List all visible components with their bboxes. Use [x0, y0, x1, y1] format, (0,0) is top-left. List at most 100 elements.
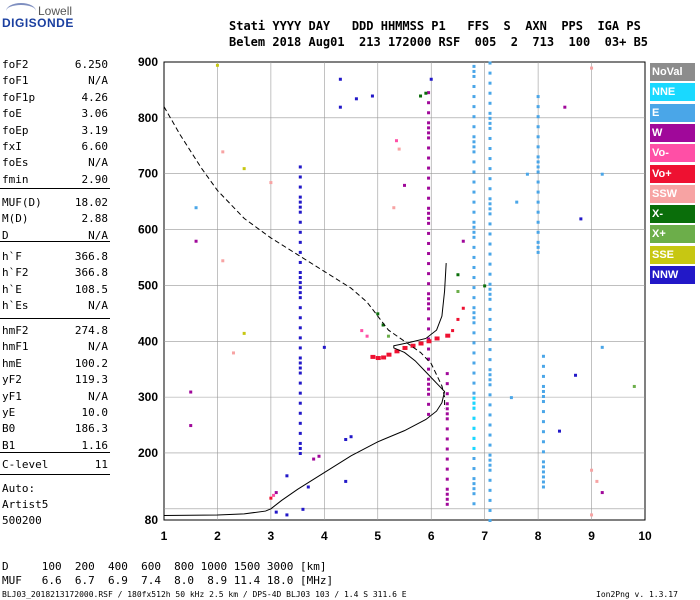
echo-mark: [298, 366, 302, 370]
echo-mark: [298, 195, 302, 199]
echo-mark: [536, 210, 540, 214]
echo-mark: [488, 433, 492, 437]
param-value: N/A: [88, 340, 108, 354]
echo-mark: [427, 292, 431, 296]
echo-mark: [298, 381, 302, 385]
echo-mark: [472, 321, 476, 325]
echo-mark: [488, 307, 492, 311]
echo-mark: [488, 121, 492, 125]
param-value: 11: [94, 458, 108, 471]
echo-mark: [427, 186, 431, 190]
param-value: N/A: [88, 156, 108, 170]
echo-point: [525, 172, 529, 176]
echo-mark: [427, 387, 431, 391]
echo-mark: [427, 297, 431, 301]
echo-mark: [488, 252, 492, 256]
echo-mark: [541, 485, 545, 489]
echo-mark: [541, 389, 545, 393]
param-name: MUF(D): [2, 196, 42, 209]
echo-mark: [298, 411, 302, 415]
echo-mark: [298, 446, 302, 450]
echo-mark: [445, 417, 449, 421]
param-row: fxI 6.60: [2, 140, 108, 154]
legend-item: Vo-: [650, 144, 695, 163]
echo-mark: [427, 241, 431, 245]
o-trace-point: [426, 339, 432, 344]
x-tick-label: 2: [214, 529, 221, 543]
legend-item: E: [650, 103, 695, 122]
echo-mark: [427, 216, 431, 220]
echo-point: [189, 424, 193, 428]
echo-mark: [536, 145, 540, 149]
param-value: 1.16: [81, 438, 109, 452]
echo-point: [306, 485, 310, 489]
param-row: h`F2 366.8: [2, 266, 108, 280]
echo-mark: [472, 331, 476, 335]
echo-mark: [472, 220, 476, 224]
o-trace-point: [386, 352, 392, 357]
param-value: N/A: [88, 228, 108, 242]
echo-mark: [427, 156, 431, 160]
echo-mark: [488, 488, 492, 492]
x-tick-label: 4: [321, 529, 328, 543]
param-value: 6.250: [74, 58, 108, 71]
echo-mark: [427, 146, 431, 150]
echo-mark: [445, 497, 449, 501]
echo-mark: [427, 392, 431, 396]
echo-mark: [445, 492, 449, 496]
param-value: 4.26: [81, 90, 109, 104]
echo-mark: [541, 400, 545, 404]
param-row: h`Es N/A: [2, 299, 108, 313]
x-tick-label: 6: [428, 529, 435, 543]
o-trace-point: [402, 345, 408, 350]
legend-item: SSE: [650, 245, 695, 264]
echo-point: [312, 457, 316, 461]
echo-mark: [427, 101, 431, 105]
echo-point: [590, 513, 594, 517]
echo-mark: [488, 519, 492, 522]
echo-mark: [488, 111, 492, 115]
echo-mark: [488, 463, 492, 467]
divider: [0, 452, 110, 453]
echo-mark: [488, 498, 492, 502]
echo-mark: [298, 306, 302, 310]
echo-mark: [472, 406, 476, 410]
echo-point: [515, 200, 519, 204]
echo-point: [274, 510, 278, 514]
echo-mark: [472, 487, 476, 491]
param-row: MUF(D) 18.02: [2, 196, 108, 210]
logo-product: DIGISONDE: [2, 16, 74, 30]
echo-mark: [445, 407, 449, 411]
param-name: foF1p: [2, 90, 36, 104]
o-trace-point: [394, 349, 400, 354]
auto-code: 500200: [2, 514, 42, 527]
echo-mark: [488, 368, 492, 372]
param-value: 10.0: [81, 406, 109, 419]
echo-mark: [427, 231, 431, 235]
echo-mark: [472, 361, 476, 365]
echo-point: [403, 183, 406, 187]
echo-mark: [488, 287, 492, 291]
echo-mark: [488, 71, 492, 75]
footer-version: Ion2Png v. 1.3.17: [596, 590, 678, 599]
param-row: B1 1.16: [2, 439, 108, 453]
echo-mark: [472, 276, 476, 280]
echo-mark: [298, 326, 302, 330]
echo-point: [285, 513, 289, 517]
echo-point: [221, 259, 225, 263]
echo-mark: [472, 416, 476, 420]
param-name: foF2: [2, 58, 29, 71]
y-tick-label: 200: [138, 446, 158, 460]
echo-mark: [541, 364, 545, 368]
echo-mark: [472, 200, 476, 204]
echo-point: [189, 390, 193, 394]
divider: [0, 474, 110, 475]
echo-mark: [298, 401, 302, 405]
echo-mark: [541, 430, 545, 434]
echo-mark: [472, 105, 476, 109]
echo-point: [574, 373, 578, 377]
param-value: 100.2: [74, 356, 108, 370]
param-row: foEs N/A: [2, 156, 108, 170]
echo-mark: [488, 167, 492, 171]
echo-mark: [427, 166, 431, 170]
